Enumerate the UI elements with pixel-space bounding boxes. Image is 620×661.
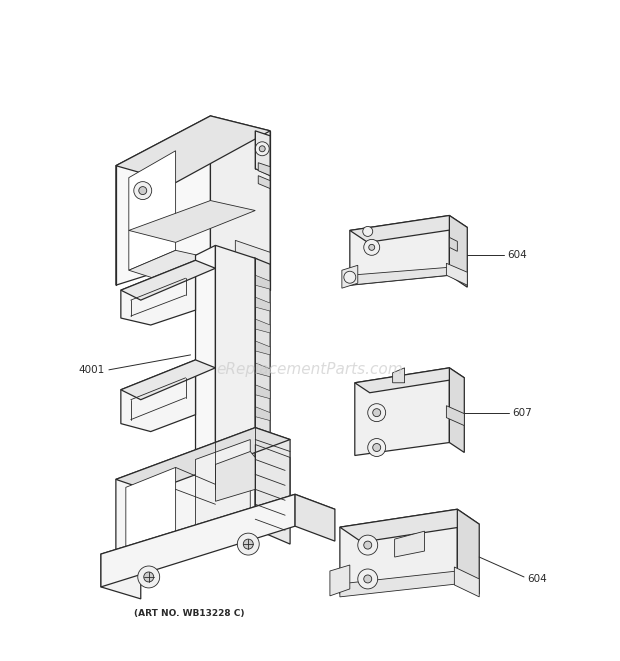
Polygon shape (129, 251, 220, 285)
Polygon shape (342, 265, 358, 288)
Polygon shape (215, 245, 255, 499)
Polygon shape (255, 341, 270, 355)
Circle shape (344, 271, 356, 283)
Polygon shape (195, 440, 250, 547)
Polygon shape (121, 360, 215, 400)
Polygon shape (458, 509, 479, 594)
Polygon shape (101, 494, 295, 587)
Polygon shape (121, 260, 195, 325)
Polygon shape (255, 297, 270, 311)
Polygon shape (340, 509, 458, 594)
Polygon shape (330, 565, 350, 596)
Polygon shape (255, 275, 270, 289)
Circle shape (139, 186, 147, 194)
Polygon shape (215, 451, 255, 501)
Polygon shape (355, 368, 450, 455)
Polygon shape (121, 360, 195, 432)
Polygon shape (450, 368, 464, 453)
Polygon shape (116, 428, 255, 554)
Circle shape (358, 535, 378, 555)
Polygon shape (255, 407, 270, 420)
Text: 604: 604 (527, 574, 547, 584)
Polygon shape (126, 467, 175, 547)
Polygon shape (255, 473, 270, 486)
Polygon shape (129, 200, 255, 243)
Circle shape (373, 408, 381, 416)
Text: 607: 607 (512, 408, 532, 418)
Polygon shape (259, 163, 270, 176)
Polygon shape (350, 215, 467, 243)
Circle shape (363, 227, 373, 237)
Circle shape (244, 257, 260, 273)
Polygon shape (116, 116, 270, 182)
Circle shape (373, 444, 381, 451)
Polygon shape (446, 406, 464, 426)
Polygon shape (121, 260, 215, 300)
Circle shape (358, 569, 378, 589)
Polygon shape (236, 241, 270, 290)
Polygon shape (355, 368, 464, 393)
Polygon shape (295, 494, 335, 541)
Polygon shape (210, 116, 270, 270)
Polygon shape (255, 363, 270, 377)
Polygon shape (116, 428, 290, 491)
Text: eReplacementParts.com: eReplacementParts.com (216, 362, 404, 377)
Polygon shape (450, 237, 458, 251)
Polygon shape (255, 451, 270, 465)
Polygon shape (116, 116, 210, 285)
Text: 4001: 4001 (79, 365, 105, 375)
Polygon shape (101, 494, 335, 567)
Circle shape (144, 572, 154, 582)
Polygon shape (340, 571, 458, 597)
Circle shape (364, 575, 372, 583)
Circle shape (364, 239, 379, 255)
Polygon shape (255, 428, 270, 442)
Text: (ART NO. WB13228 C): (ART NO. WB13228 C) (134, 609, 244, 618)
Polygon shape (255, 319, 270, 333)
Circle shape (369, 245, 374, 251)
Polygon shape (255, 258, 270, 507)
Polygon shape (255, 131, 270, 176)
Polygon shape (340, 509, 479, 542)
Polygon shape (454, 567, 479, 597)
Polygon shape (350, 267, 450, 285)
Circle shape (368, 438, 386, 457)
Text: 604: 604 (507, 251, 527, 260)
Polygon shape (101, 554, 141, 599)
Polygon shape (195, 245, 215, 497)
Circle shape (368, 404, 386, 422)
Polygon shape (394, 531, 425, 557)
Circle shape (243, 539, 253, 549)
Polygon shape (446, 263, 467, 285)
Circle shape (237, 533, 259, 555)
Polygon shape (255, 428, 290, 544)
Circle shape (138, 566, 160, 588)
Circle shape (364, 541, 372, 549)
Polygon shape (392, 368, 405, 383)
Polygon shape (259, 176, 270, 188)
Polygon shape (450, 215, 467, 287)
Polygon shape (129, 151, 175, 270)
Circle shape (255, 142, 269, 156)
Polygon shape (255, 385, 270, 399)
Circle shape (249, 262, 255, 269)
Circle shape (259, 146, 265, 152)
Circle shape (134, 182, 152, 200)
Polygon shape (350, 215, 450, 285)
